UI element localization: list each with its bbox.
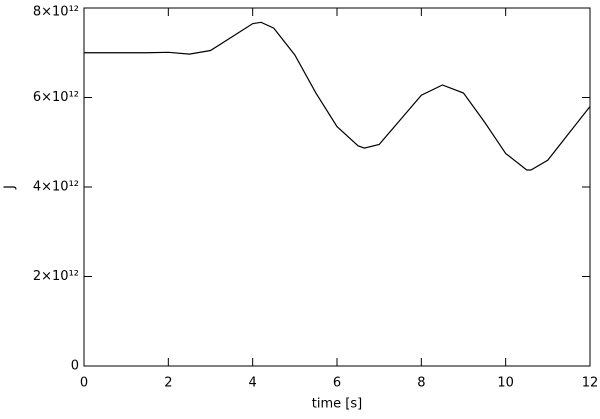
- y-tick-label: 0: [71, 359, 79, 374]
- x-tick-label: 2: [164, 376, 172, 391]
- x-tick-label: 12: [582, 376, 599, 391]
- x-tick-label: 10: [497, 376, 514, 391]
- x-tick-label: 6: [333, 376, 341, 391]
- y-tick-label: 8×10¹²: [33, 5, 79, 20]
- y-axis-label: J: [3, 185, 18, 190]
- x-tick-label: 8: [417, 376, 425, 391]
- data-line: [84, 21, 591, 171]
- x-tick-label: 4: [249, 376, 257, 391]
- y-tick-label: 4×10¹²: [33, 180, 79, 195]
- y-tick-label: 2×10¹²: [33, 269, 79, 284]
- plot-frame: [83, 7, 591, 367]
- x-axis-label: time [s]: [312, 397, 362, 412]
- x-tick-label: 0: [80, 376, 88, 391]
- y-tick-label: 6×10¹²: [33, 90, 79, 105]
